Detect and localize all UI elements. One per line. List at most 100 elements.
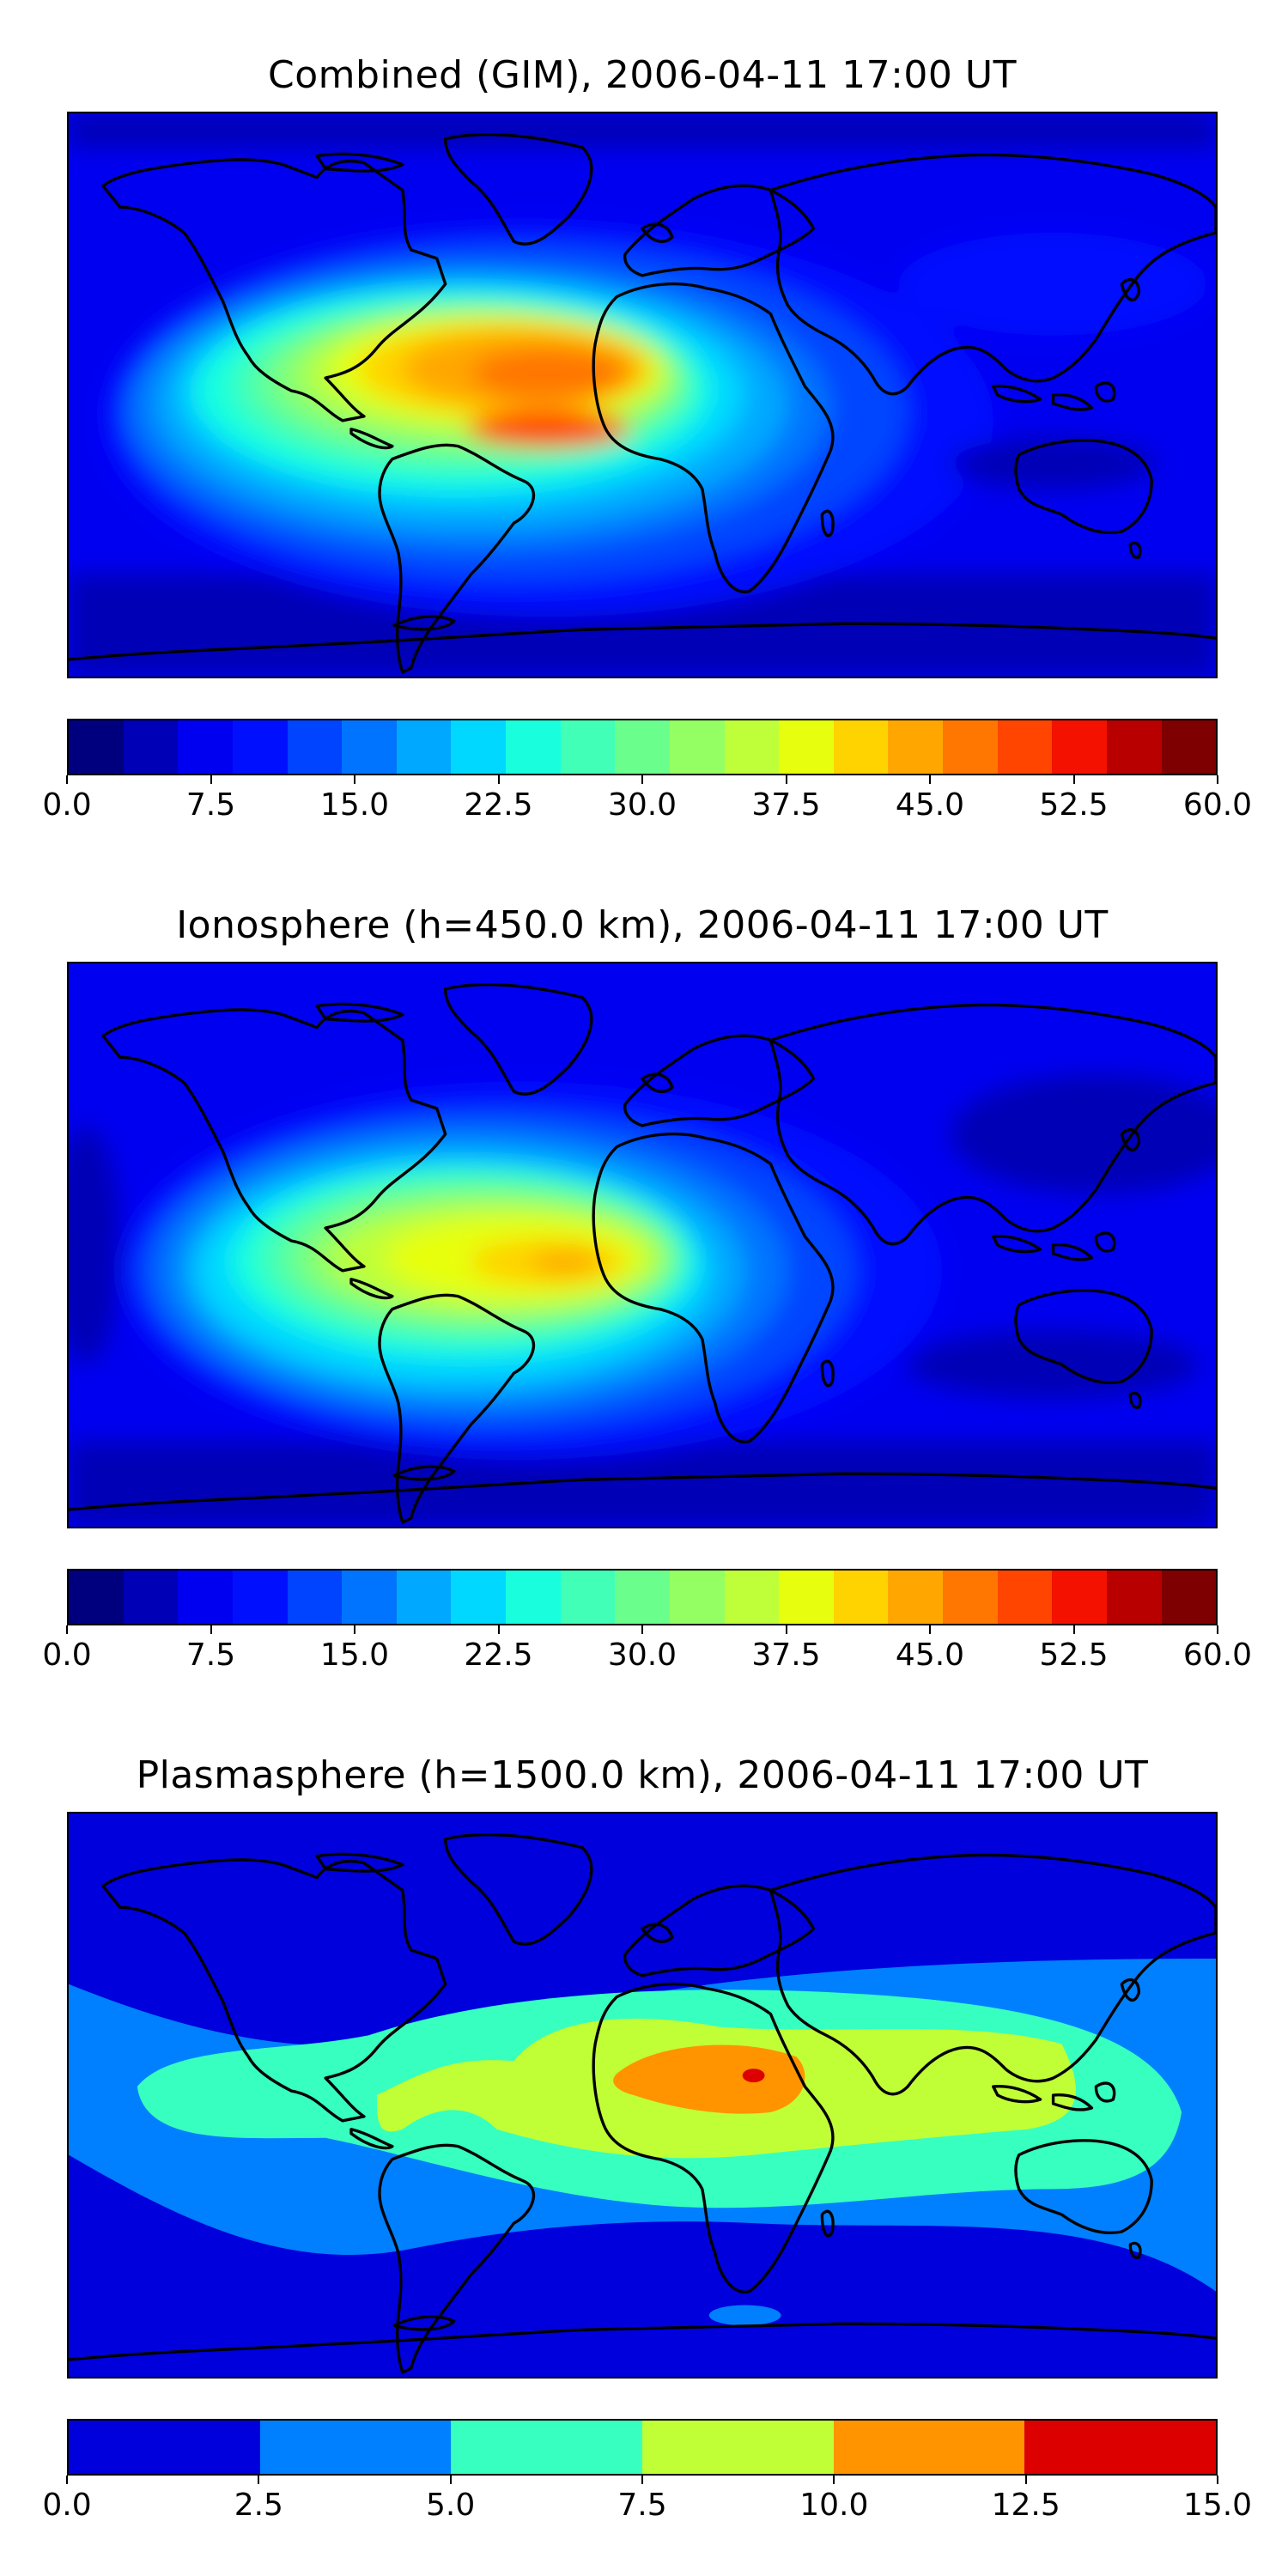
colorbar-level — [342, 720, 397, 774]
tec-contour-map-plasmasphere — [69, 1814, 1216, 2377]
colorbar-level — [560, 720, 616, 774]
panel-3-colorbar — [67, 2419, 1218, 2476]
colorbar-level — [451, 1571, 506, 1624]
colorbar-level — [997, 1571, 1053, 1624]
colorbar-tick-mark — [354, 775, 355, 784]
colorbar-level — [724, 720, 780, 774]
colorbar-tick-mark — [929, 775, 931, 784]
colorbar-level — [287, 1571, 343, 1624]
colorbar-tick-mark — [258, 2476, 260, 2484]
colorbar-tick-label: 22.5 — [464, 1637, 533, 1673]
colorbar-level — [396, 1571, 452, 1624]
colorbar-tick-label: 0.0 — [42, 1637, 92, 1673]
panel-2-map — [67, 962, 1218, 1528]
colorbar-tick-label: 2.5 — [234, 2488, 283, 2523]
colorbar-tick-mark — [641, 775, 643, 784]
colorbar-tick-mark — [210, 1625, 212, 1634]
colorbar-tick-mark — [641, 2476, 643, 2484]
colorbar-level — [123, 720, 179, 774]
colorbar-level — [69, 1571, 124, 1624]
colorbar-level — [669, 1571, 725, 1624]
colorbar-tick-mark — [1217, 1625, 1218, 1634]
tec-contour-map-combined — [69, 113, 1216, 677]
panel-3-colorbar-ticks: 0.0 2.5 5.0 7.5 10.0 12.5 15.0 — [42, 2476, 1252, 2527]
colorbar-level — [615, 1571, 670, 1624]
colorbar-level — [1024, 2421, 1217, 2474]
colorbar-tick-mark — [1072, 1625, 1075, 1634]
colorbar-tick-mark — [785, 1625, 787, 1634]
colorbar-tick-label: 0.0 — [42, 787, 92, 823]
colorbar-tick-label: 15.0 — [319, 787, 390, 823]
colorbar-tick-mark — [66, 1625, 68, 1634]
colorbar-tick-label: 30.0 — [607, 787, 677, 823]
colorbar-tick-label: 30.0 — [607, 1637, 677, 1673]
colorbar-tick-label: 10.0 — [799, 2488, 869, 2523]
colorbar-level — [833, 720, 889, 774]
colorbar-level — [669, 720, 725, 774]
colorbar-level — [888, 1571, 943, 1624]
colorbar-level — [123, 1571, 179, 1624]
colorbar-tick-label: 15.0 — [1182, 2488, 1253, 2523]
colorbar-tick-mark — [929, 1625, 931, 1634]
colorbar-tick-label: 60.0 — [1182, 1637, 1253, 1673]
panel-2-colorbar-ticks: 0.0 7.5 15.0 22.5 30.0 37.5 45.0 52.5 60.0 — [42, 1625, 1252, 1677]
colorbar-level — [69, 720, 124, 774]
colorbar-level — [1052, 720, 1107, 774]
colorbar-tick-mark — [66, 2476, 68, 2484]
colorbar-tick-label: 22.5 — [464, 787, 533, 823]
colorbar-tick-label: 52.5 — [1039, 1637, 1109, 1673]
colorbar-level — [888, 720, 943, 774]
colorbar-level — [833, 2421, 1025, 2474]
colorbar-level — [232, 1571, 288, 1624]
colorbar-tick-label: 15.0 — [319, 1637, 390, 1673]
colorbar-level — [178, 1571, 233, 1624]
panel-1-colorbar — [67, 719, 1218, 775]
colorbar-tick-label: 5.0 — [426, 2488, 476, 2523]
panel-3-map — [67, 1812, 1218, 2379]
colorbar-tick-mark — [641, 1625, 643, 1634]
colorbar-level — [779, 1571, 834, 1624]
panel-2-colorbar — [67, 1569, 1218, 1625]
colorbar-level — [506, 720, 561, 774]
colorbar-level — [232, 720, 288, 774]
colorbar-level — [997, 720, 1053, 774]
colorbar-tick-mark — [497, 775, 500, 784]
colorbar-tick-mark — [210, 775, 212, 784]
colorbar-tick-label: 45.0 — [895, 1637, 965, 1673]
colorbar-level — [506, 1571, 561, 1624]
colorbar-tick-mark — [66, 775, 68, 784]
colorbar-tick-label: 7.5 — [185, 787, 236, 823]
colorbar-tick-mark — [497, 1625, 500, 1634]
colorbar-tick-mark — [833, 2476, 835, 2484]
colorbar-tick-label: 12.5 — [991, 2488, 1060, 2523]
colorbar-level — [560, 1571, 616, 1624]
colorbar-level — [287, 720, 343, 774]
colorbar-tick-label: 7.5 — [617, 2488, 667, 2523]
colorbar-level — [259, 2421, 452, 2474]
panel-2-title: Ionosphere (h=450.0 km), 2006-04-11 17:0… — [176, 903, 1109, 947]
colorbar-level — [1161, 720, 1217, 774]
colorbar-level — [69, 2421, 260, 2474]
colorbar-level — [943, 720, 998, 774]
colorbar-tick-label: 37.5 — [751, 787, 821, 823]
colorbar-level — [779, 720, 834, 774]
colorbar-level — [943, 1571, 998, 1624]
colorbar-tick-mark — [1024, 2476, 1027, 2484]
colorbar-tick-mark — [785, 775, 787, 784]
panel-3-title: Plasmasphere (h=1500.0 km), 2006-04-11 1… — [136, 1753, 1149, 1797]
panel-1-colorbar-ticks: 0.0 7.5 15.0 22.5 30.0 37.5 45.0 52.5 60.0 — [42, 775, 1252, 827]
colorbar-level — [724, 1571, 780, 1624]
colorbar-level — [1106, 720, 1162, 774]
panel-1-title: Combined (GIM), 2006-04-11 17:00 UT — [268, 53, 1017, 97]
panel-1-map — [67, 112, 1218, 678]
colorbar-tick-label: 52.5 — [1039, 787, 1109, 823]
colorbar-tick-mark — [1072, 775, 1075, 784]
colorbar-level — [1106, 1571, 1162, 1624]
colorbar-level — [1052, 1571, 1107, 1624]
colorbar-level — [178, 720, 233, 774]
colorbar-level — [451, 2421, 643, 2474]
colorbar-tick-mark — [449, 2476, 452, 2484]
colorbar-tick-label: 7.5 — [185, 1637, 236, 1673]
colorbar-tick-mark — [354, 1625, 355, 1634]
colorbar-tick-label: 45.0 — [895, 787, 965, 823]
